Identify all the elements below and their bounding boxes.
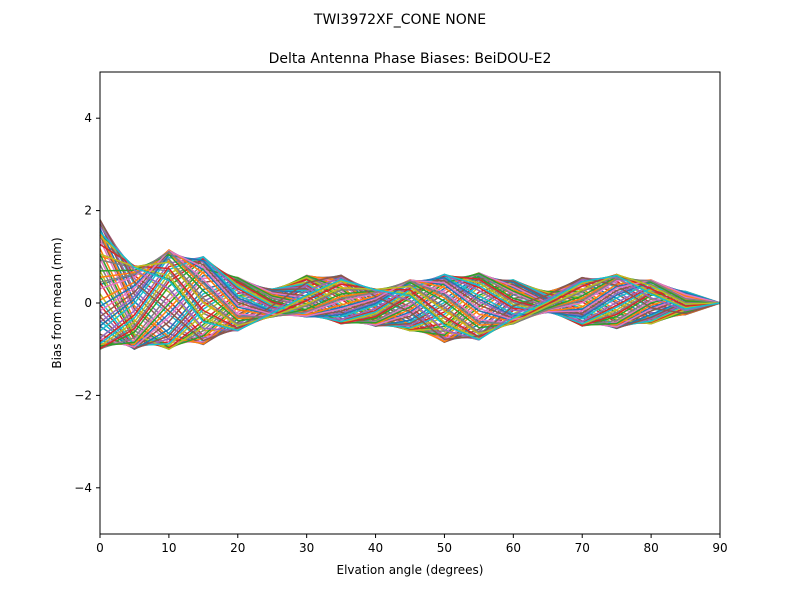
- x-tick-label: 30: [299, 541, 314, 555]
- series-line: [99, 250, 721, 325]
- series-line: [99, 272, 721, 348]
- x-tick-label: 0: [96, 541, 104, 555]
- x-tick-label: 10: [161, 541, 176, 555]
- series-line: [99, 267, 721, 347]
- x-tick-label: 50: [437, 541, 452, 555]
- series-line: [99, 271, 721, 346]
- y-tick-label: 2: [84, 204, 92, 218]
- series-line: [99, 277, 721, 350]
- x-axis-label: Elvation angle (degrees): [337, 563, 484, 577]
- y-tick-label: −4: [74, 481, 92, 495]
- series-group: [99, 219, 721, 350]
- y-axis: −4 −2 0 2 4: [74, 111, 100, 495]
- x-tick-label: 80: [643, 541, 658, 555]
- y-tick-label: −2: [74, 388, 92, 402]
- x-tick-label: 20: [230, 541, 245, 555]
- chart-title: Delta Antenna Phase Biases: BeiDOU-E2: [269, 51, 552, 67]
- chart-suptitle: TWI3972XF_CONE NONE: [313, 12, 486, 28]
- series-line: [99, 253, 721, 335]
- x-tick-label: 60: [506, 541, 521, 555]
- y-tick-label: 4: [84, 111, 92, 125]
- x-tick-label: 40: [368, 541, 383, 555]
- y-axis-label: Bias from mean (mm): [50, 237, 64, 368]
- series-line: [99, 225, 721, 341]
- x-tick-label: 90: [712, 541, 727, 555]
- series-line: [99, 219, 721, 342]
- x-tick-label: 70: [575, 541, 590, 555]
- y-tick-label: 0: [84, 296, 92, 310]
- series-line: [99, 231, 721, 341]
- x-axis: 0 10 20 30 40 50 60 70 80 90: [96, 534, 728, 555]
